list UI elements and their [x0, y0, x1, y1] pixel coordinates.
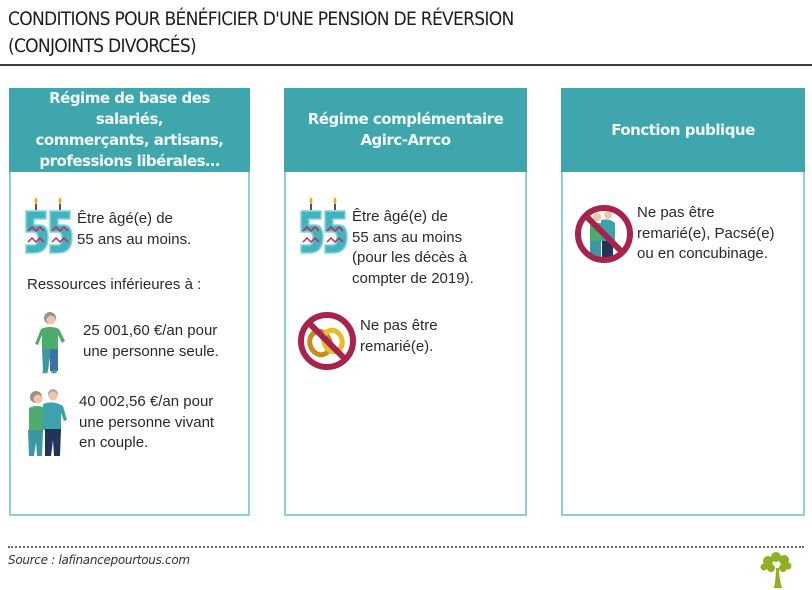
condition-text: compter de 2019).: [352, 269, 474, 287]
condition-text: Ne pas être: [637, 204, 715, 221]
birthday-candles-55-icon: [300, 197, 348, 254]
tree-logo-icon: [760, 552, 792, 588]
resource-text: en couple.: [79, 434, 149, 451]
cohabitation-condition: Ne pas être remarié(e), Pacsé(e) ou en c…: [573, 203, 775, 265]
title-line-2: (CONJOINTS DIVORCÉS): [8, 35, 197, 57]
resource-text: 40 002,56 €/an pour: [79, 393, 214, 410]
column-heading: Régime de base des salariés, commerçants…: [9, 88, 250, 172]
condition-text: Être âgé(e) de: [77, 210, 173, 227]
resource-text: une personne vivant: [79, 413, 215, 431]
heading-line: Régime de base des salariés,: [49, 89, 210, 128]
resource-text: une personne seule.: [83, 342, 219, 360]
resource-text: 25 001,60 €/an pour: [83, 322, 218, 339]
age-condition: Être âgé(e) de 55 ans au moins.: [23, 195, 191, 257]
condition-text: remarié(e), Pacsé(e): [637, 224, 775, 242]
condition-text: 55 ans au moins.: [77, 230, 192, 248]
condition-text: ou en concubinage.: [637, 245, 768, 262]
remarriage-condition: Ne pas être remarié(e).: [296, 310, 438, 372]
column-regime-base: Régime de base des salariés, commerçants…: [9, 88, 250, 516]
resource-single: 25 001,60 €/an pour une personne seule.: [33, 311, 219, 375]
no-couple-icon: [575, 205, 633, 263]
footer-divider: [8, 546, 804, 548]
single-person-icon: [35, 312, 65, 374]
condition-text: Être âgé(e) de: [352, 208, 448, 225]
heading-line: professions libérales…: [39, 152, 220, 170]
source-credit: Source : lafinancepourtous.com: [8, 553, 190, 567]
title-line-1: CONDITIONS POUR BÉNÉFICIER D'UNE PENSION…: [8, 8, 514, 30]
heading-line: Régime complémentaire: [307, 110, 504, 128]
page-title: CONDITIONS POUR BÉNÉFICIER D'UNE PENSION…: [8, 6, 514, 60]
column-heading: Fonction publique: [561, 88, 805, 172]
condition-text: 55 ans au moins: [352, 228, 463, 246]
couple-icon: [28, 389, 67, 456]
condition-text: Ne pas être: [360, 317, 438, 334]
column-heading: Régime complémentaire Agirc-Arrco: [284, 88, 527, 172]
heading-line: Fonction publique: [611, 120, 755, 139]
column-agirc-arrco: Régime complémentaire Agirc-Arrco Être â…: [284, 88, 527, 516]
heading-line: commerçants, artisans,: [35, 131, 224, 149]
resources-label: Ressources inférieures à :: [27, 276, 202, 293]
heading-line: Agirc-Arrco: [360, 131, 451, 149]
no-wedding-rings-icon: [298, 312, 356, 370]
column-fonction-publique: Fonction publique Ne pas être remarié(e)…: [561, 88, 805, 516]
resource-couple: 40 002,56 €/an pour une personne vivant …: [25, 388, 214, 458]
condition-text: remarié(e).: [360, 337, 434, 355]
title-divider: [0, 64, 812, 66]
age-condition: Être âgé(e) de 55 ans au moins (pour les…: [298, 195, 474, 289]
birthday-candles-55-icon: [25, 197, 73, 254]
condition-text: (pour les décès à: [352, 249, 468, 266]
